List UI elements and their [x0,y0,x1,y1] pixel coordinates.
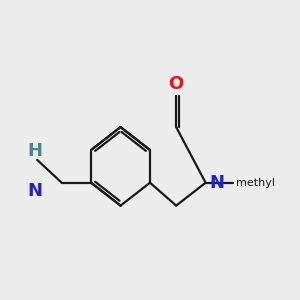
Text: H: H [27,142,42,160]
Text: N: N [209,174,224,192]
Text: O: O [169,75,184,93]
Text: methyl: methyl [236,178,275,188]
Text: N: N [27,182,42,200]
